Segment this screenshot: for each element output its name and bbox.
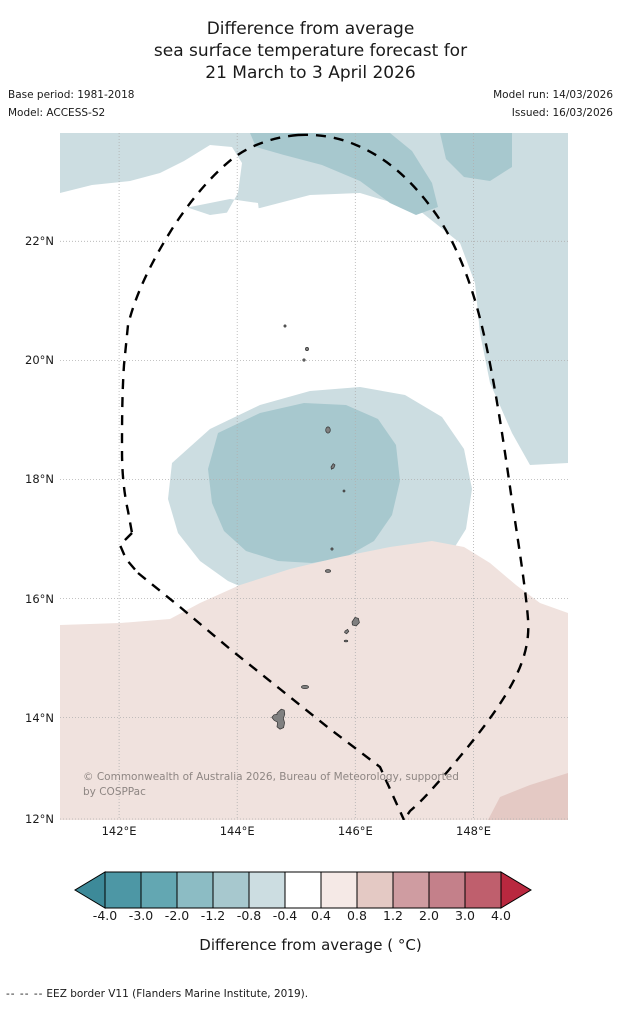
cbtick-0.8: 0.8 — [347, 908, 367, 923]
cbtick-4.0: 4.0 — [491, 908, 511, 923]
cbtick-3.0: 3.0 — [455, 908, 475, 923]
model-text: Model: ACCESS-S2 — [8, 107, 106, 119]
island-guam — [271, 708, 286, 730]
colorbar-band-1.2-2.0 — [392, 871, 430, 909]
colorbar-under-arrow — [74, 871, 106, 909]
region-neutral-intrusion-nw — [60, 145, 370, 383]
island-anatahan — [325, 569, 331, 573]
island-dot-1 — [283, 324, 287, 328]
map-gridlines — [60, 133, 568, 820]
land-layer — [271, 324, 360, 730]
eez-dash-key: -- -- -- — [6, 988, 44, 1000]
cbtick--1.2: -1.2 — [200, 908, 226, 923]
colorbar — [0, 868, 621, 918]
title-line-3: 21 March to 3 April 2026 — [205, 63, 416, 83]
region-north-cool — [250, 133, 438, 215]
cbtick-2.0: 2.0 — [419, 908, 439, 923]
ytick-label-12n: 12°N — [25, 812, 54, 826]
island-dot-3 — [302, 358, 306, 362]
ytick-label-14n: 14°N — [25, 710, 54, 725]
eez-border-line — [118, 133, 530, 820]
island-dot-4 — [342, 489, 346, 493]
region-north-weak-cool — [60, 133, 568, 465]
colorbar-band--2.0--1.2 — [176, 871, 214, 909]
colorbar-band-0.4-0.8 — [320, 871, 358, 909]
cbtick-1.2: 1.2 — [383, 908, 403, 923]
colorbar-axis-label: Difference from average ( °C) — [199, 936, 422, 954]
xtick-label-146e: 146°E — [337, 824, 373, 838]
cbtick--0.4: -0.4 — [272, 908, 298, 923]
page-title: Difference from average sea surface temp… — [0, 18, 621, 84]
island-rota — [343, 639, 349, 643]
metadata-right: Model run: 14/03/2026 Issued: 16/03/2026 — [493, 86, 613, 122]
region-central-cool-core — [208, 403, 400, 563]
title-line-2: sea surface temperature forecast for — [153, 41, 468, 61]
region-south-warm — [60, 541, 568, 820]
ytick-label-16n: 16°N — [25, 591, 54, 606]
island-small-south — [301, 684, 309, 690]
title-line-1: Difference from average — [206, 19, 415, 39]
cbtick--0.8: -0.8 — [236, 908, 262, 923]
island-pagan — [330, 463, 336, 470]
island-dot-2 — [305, 347, 309, 351]
island-saipan — [351, 616, 360, 627]
credit-line-1: © Commonwealth of Australia 2026, Bureau… — [83, 771, 459, 783]
cbtick--2.0: -2.0 — [164, 908, 190, 923]
island-dot-5 — [330, 547, 334, 551]
island-agrihan — [325, 426, 331, 434]
xtick-label-148e: 148°E — [456, 824, 491, 838]
xtick-label-144e: 144°E — [219, 824, 255, 838]
sst-anomaly-map — [60, 133, 568, 820]
colorbar-swatches — [74, 871, 532, 909]
metadata-left: Base period: 1981-2018 Model: ACCESS-S2 — [8, 86, 134, 122]
xtick-label-142e: 142°E — [101, 824, 137, 838]
colorbar-band--0.4-0.4 — [284, 871, 322, 909]
map-plot-area — [60, 133, 568, 820]
region-southeast-warmer — [488, 773, 568, 820]
colorbar-band-2.0-3.0 — [428, 871, 466, 909]
island-tinian — [344, 628, 350, 635]
issued-text: Issued: 16/03/2026 — [511, 107, 613, 119]
colorbar-band--3.0--2.0 — [140, 871, 178, 909]
anomaly-shading-layer — [60, 133, 568, 820]
model-run-text: Model run: 14/03/2026 — [493, 89, 613, 101]
colorbar-band--4.0--3.0 — [104, 871, 142, 909]
cbtick--3.0: -3.0 — [128, 908, 154, 923]
credit-line-2: by COSPPac — [83, 786, 146, 798]
colorbar-band--0.8--0.4 — [248, 871, 286, 909]
colorbar-band-0.8-1.2 — [356, 871, 394, 909]
eez-legend-text: EEZ border V11 (Flanders Marine Institut… — [46, 988, 309, 1000]
ytick-label-20n: 20°N — [25, 353, 54, 368]
colorbar-tick-labels: -4.0 -3.0 -2.0 -1.2 -0.8 -0.4 0.4 0.8 1.… — [0, 908, 621, 928]
ytick-label-18n: 18°N — [25, 472, 54, 487]
cbtick-0.4: 0.4 — [311, 908, 331, 923]
cbtick--4.0: -4.0 — [92, 908, 118, 923]
base-period-text: Base period: 1981-2018 — [8, 89, 135, 101]
colorbar-over-arrow — [500, 871, 532, 909]
ytick-label-22n: 22°N — [25, 234, 54, 249]
region-north-cool-b — [440, 133, 512, 181]
map-credit: © Commonwealth of Australia 2026, Bureau… — [83, 770, 503, 800]
colorbar-band-3.0-4.0 — [464, 871, 502, 909]
footer-legend: -- -- -- EEZ border V11 (Flanders Marine … — [6, 988, 308, 1000]
colorbar-band--1.2--0.8 — [212, 871, 250, 909]
